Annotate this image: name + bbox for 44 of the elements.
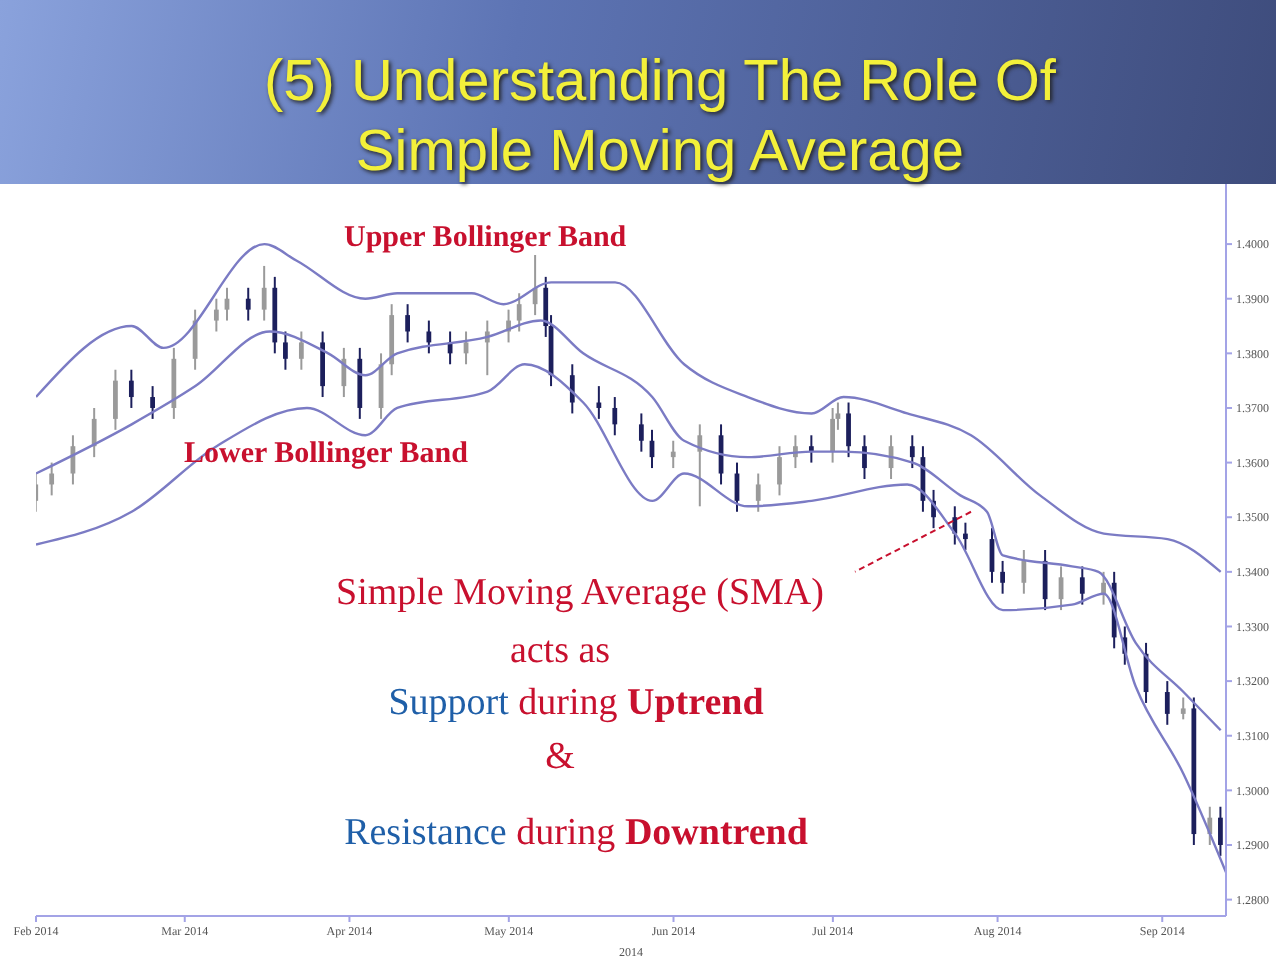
candlestick xyxy=(192,308,198,371)
candlestick xyxy=(91,406,97,459)
candlestick xyxy=(261,264,267,322)
annotation: acts as xyxy=(509,630,611,672)
candlestick xyxy=(909,434,915,470)
candlestick xyxy=(532,254,538,317)
candlestick xyxy=(426,319,432,355)
candlestick xyxy=(516,292,522,333)
candlestick xyxy=(777,445,782,497)
candlestick xyxy=(612,396,618,437)
annotation: Resistance during Downtrend xyxy=(344,812,808,854)
chart-title: (5) Understanding The Role Of Simple Moving Average xyxy=(261,48,1058,188)
candlestick xyxy=(341,346,347,399)
candlestick xyxy=(755,472,761,513)
candlestick xyxy=(830,406,835,464)
candlestick xyxy=(846,401,851,459)
candlestick xyxy=(697,423,703,508)
candlestick xyxy=(862,434,867,480)
candlestick xyxy=(49,461,55,497)
candlestick xyxy=(1218,805,1223,857)
candlestick xyxy=(596,385,602,420)
candlestick xyxy=(213,297,219,333)
annotation: Support during Uptrend xyxy=(388,682,764,724)
candlestick xyxy=(1180,696,1186,721)
annotation: Simple Moving Average (SMA) xyxy=(336,572,824,614)
candlestick xyxy=(1101,570,1106,606)
candlestick xyxy=(298,330,304,371)
candlestick xyxy=(150,385,155,420)
annotation: & xyxy=(545,736,575,778)
candlestick xyxy=(1079,565,1085,606)
candlestick xyxy=(245,286,251,322)
candlestick xyxy=(320,330,325,399)
candlestick xyxy=(113,368,118,431)
candlestick xyxy=(670,439,676,470)
candlestick xyxy=(283,330,288,371)
candlestick xyxy=(128,368,134,409)
candlestick xyxy=(963,521,968,551)
candlestick xyxy=(1164,680,1170,726)
candlestick xyxy=(405,303,410,344)
annotation: Upper Bollinger Band xyxy=(344,222,627,254)
candlestick xyxy=(1042,549,1048,612)
candlestick xyxy=(1021,549,1027,595)
candlestick xyxy=(1000,559,1005,595)
candlestick xyxy=(638,412,644,453)
